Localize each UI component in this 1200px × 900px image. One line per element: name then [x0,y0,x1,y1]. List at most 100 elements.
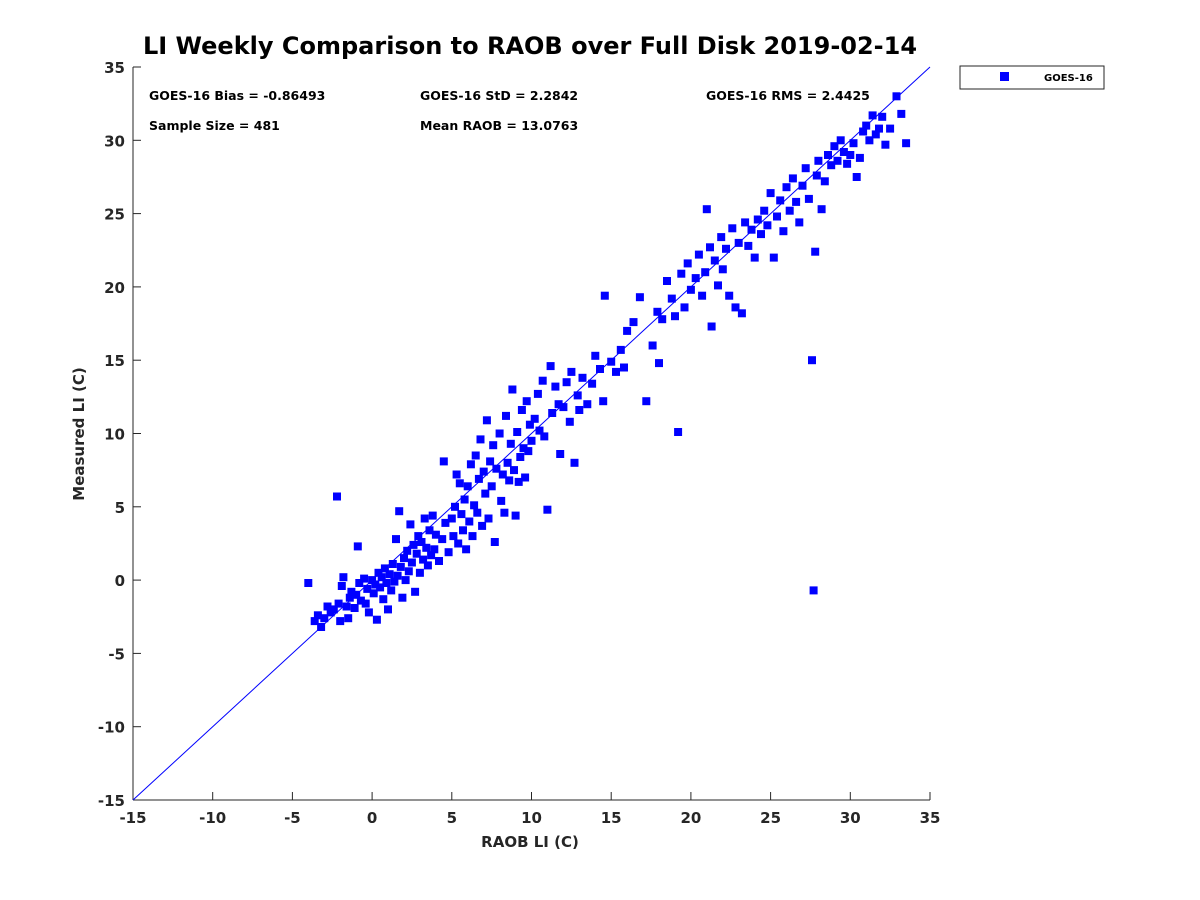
data-point [817,205,826,214]
data-point [570,458,579,467]
data-point [382,579,391,587]
data-point [588,379,597,388]
data-point [871,130,880,139]
data-point [612,367,620,376]
data-point [371,580,380,589]
data-point [345,593,354,602]
data-point [498,470,507,479]
data-point [422,543,431,552]
data-point [683,259,692,268]
data-point [741,218,750,227]
data-point [599,397,608,406]
x-tick-label: -5 [284,809,301,827]
data-point [344,614,353,623]
x-tick-label: 5 [447,809,457,827]
data-point [347,587,356,596]
y-ticks: -15 -10 -5 0 5 10 15 20 25 30 35 [98,59,141,810]
data-point [782,183,791,192]
data-point [395,507,404,516]
data-point [648,341,657,350]
data-point [804,194,813,203]
x-tick-label: 30 [840,809,861,827]
data-point [776,196,785,205]
data-point [407,558,416,567]
data-point [760,206,769,215]
data-point [559,403,568,412]
data-point [616,345,625,354]
data-point [875,124,883,133]
stats-annotations: GOES-16 Bias = -0.86493 GOES-16 StD = 2.… [149,88,870,133]
data-point [478,521,487,530]
data-point [519,444,528,453]
data-point [862,121,871,130]
data-point [629,318,638,327]
data-point [769,253,778,262]
data-point [457,510,466,519]
data-point [396,562,405,571]
x-ticks: -15 -10 -5 0 5 10 15 20 25 30 35 [119,792,940,827]
data-point [728,224,737,233]
data-point [747,225,756,234]
data-point [492,464,501,473]
data-point [655,359,663,368]
data-point [404,567,413,576]
data-point [524,447,533,456]
data-point [686,285,695,294]
data-point [830,142,839,151]
data-point [671,312,679,321]
legend-entry-goes16: GOES-16 [1044,73,1093,84]
data-point [427,551,436,560]
data-point [417,538,426,546]
data-point [680,303,689,312]
data-point [471,451,480,460]
data-point [757,230,765,239]
data-point [744,241,753,250]
data-point [667,294,676,303]
data-point [414,532,423,541]
data-point [380,564,389,573]
data-point [360,574,369,583]
data-point [779,227,788,236]
data-point [763,221,772,230]
data-point [398,593,407,602]
data-point [420,514,429,523]
data-point [766,189,775,198]
data-point [447,514,456,523]
data-point [546,362,555,371]
data-point [859,127,868,136]
data-point [516,453,525,461]
data-point [792,197,801,206]
data-point [356,596,365,605]
data-point [731,303,740,312]
data-point [470,501,479,510]
y-tick-label: 25 [104,206,125,224]
data-point [839,148,848,156]
data-point [902,139,911,148]
data-point [452,470,461,479]
data-point [865,136,874,145]
data-point [809,586,818,595]
data-point [855,153,864,162]
data-point [463,482,472,491]
data-point [487,482,496,491]
data-point [390,577,399,586]
data-point [773,212,781,221]
data-point [508,385,517,394]
data-point [505,476,514,485]
data-point [551,382,560,391]
data-point [734,238,743,247]
data-point [400,554,408,563]
data-point [460,495,469,504]
data-point [403,546,412,555]
x-tick-label: -15 [119,809,146,827]
y-tick-label: -5 [108,645,125,663]
data-point [435,557,443,565]
y-tick-label: 20 [104,279,125,297]
data-point [801,164,810,173]
data-point [881,140,890,149]
sample-size-annotation: Sample Size = 481 [149,118,280,133]
data-point [785,206,794,215]
data-point [459,526,467,535]
data-point [827,161,836,170]
data-point [591,351,600,360]
